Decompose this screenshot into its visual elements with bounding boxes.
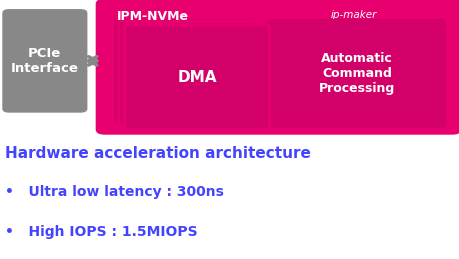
FancyBboxPatch shape bbox=[95, 0, 459, 135]
Text: •   Ultra low latency : 300ns: • Ultra low latency : 300ns bbox=[5, 185, 223, 199]
FancyBboxPatch shape bbox=[112, 18, 257, 123]
Text: Hardware acceleration architecture: Hardware acceleration architecture bbox=[5, 146, 310, 161]
FancyBboxPatch shape bbox=[267, 19, 445, 128]
Text: PCIe
Interface: PCIe Interface bbox=[11, 47, 78, 75]
FancyBboxPatch shape bbox=[118, 21, 263, 126]
FancyBboxPatch shape bbox=[2, 9, 87, 113]
Text: DMA: DMA bbox=[177, 70, 216, 85]
Text: •   High IOPS : 1.5MIOPS: • High IOPS : 1.5MIOPS bbox=[5, 225, 197, 239]
Text: Automatic
Command
Processing: Automatic Command Processing bbox=[318, 52, 394, 95]
Text: IPM-NVMe: IPM-NVMe bbox=[116, 10, 188, 23]
FancyBboxPatch shape bbox=[124, 25, 269, 130]
Text: ip-maker: ip-maker bbox=[330, 10, 376, 20]
